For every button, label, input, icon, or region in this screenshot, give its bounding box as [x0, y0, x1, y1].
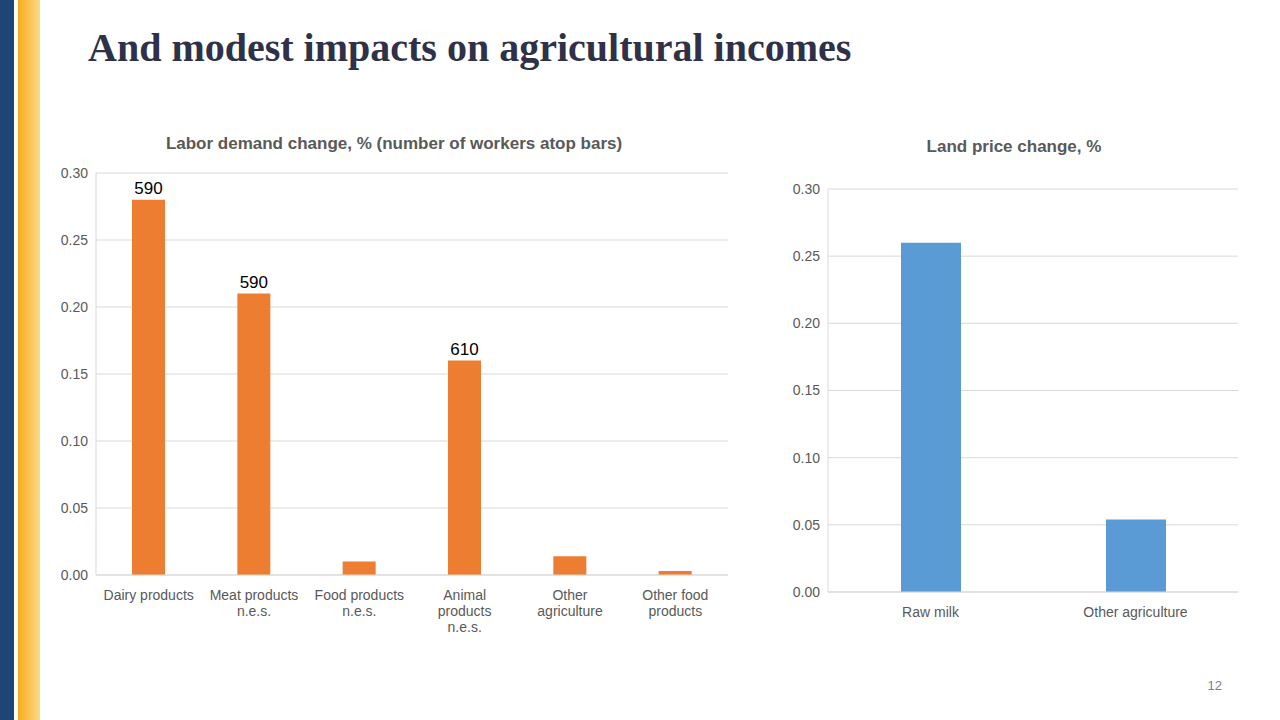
- svg-text:590: 590: [134, 179, 162, 198]
- svg-text:610: 610: [450, 340, 478, 359]
- svg-text:Other agriculture: Other agriculture: [1083, 604, 1187, 620]
- svg-text:Animalproductsn.e.s.: Animalproductsn.e.s.: [438, 587, 492, 635]
- svg-text:590: 590: [240, 273, 268, 292]
- svg-text:0.05: 0.05: [61, 500, 88, 516]
- svg-text:0.00: 0.00: [793, 584, 820, 600]
- svg-text:0.20: 0.20: [793, 315, 820, 331]
- svg-text:0.30: 0.30: [793, 181, 820, 197]
- svg-text:0.25: 0.25: [793, 248, 820, 264]
- svg-text:0.15: 0.15: [61, 366, 88, 382]
- svg-text:0.10: 0.10: [61, 433, 88, 449]
- html-text:12: 12: [1207, 678, 1222, 693]
- svg-text:0.15: 0.15: [793, 382, 820, 398]
- svg-text:Raw milk: Raw milk: [902, 604, 960, 620]
- svg-text:Meat productsn.e.s.: Meat productsn.e.s.: [210, 587, 299, 619]
- svg-text:Otheragriculture: Otheragriculture: [537, 587, 603, 619]
- svg-text:0.20: 0.20: [61, 299, 88, 315]
- svg-text:Other foodproducts: Other foodproducts: [642, 587, 708, 619]
- svg-text:0.10: 0.10: [793, 450, 820, 466]
- svg-text:0.05: 0.05: [793, 517, 820, 533]
- svg-text:0.25: 0.25: [61, 232, 88, 248]
- svg-text:Dairy products: Dairy products: [104, 587, 194, 603]
- svg-text:0.00: 0.00: [61, 567, 88, 583]
- svg-text:Food productsn.e.s.: Food productsn.e.s.: [315, 587, 405, 619]
- svg-text:0.30: 0.30: [61, 165, 88, 181]
- html-text:Land price change, %: Land price change, %: [926, 137, 1102, 156]
- html-text:Labor demand change, % (number: Labor demand change, % (number of worker…: [165, 134, 623, 153]
- html-text:And modest impacts on agricult: And modest impacts on agricultural incom…: [88, 25, 852, 70]
